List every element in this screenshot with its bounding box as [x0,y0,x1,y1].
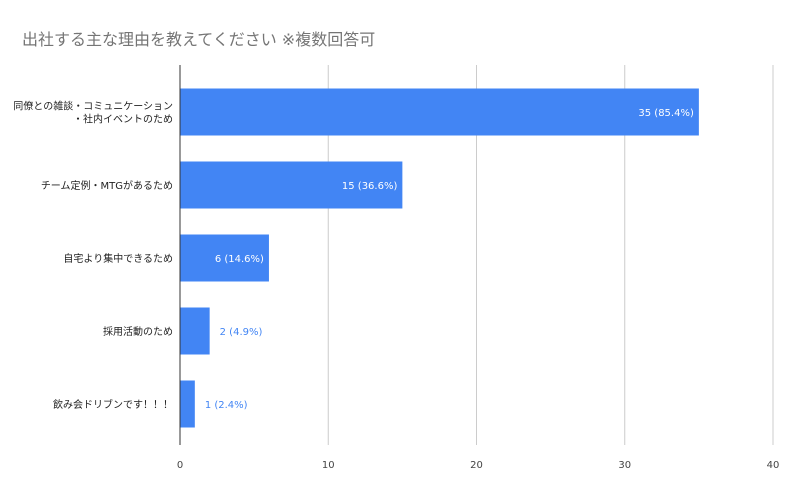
bar-4 [180,380,195,428]
x-tick-label-0: 0 [177,460,183,471]
data-label-3: 2 (4.9%) [220,327,263,338]
category-label-2: 自宅より集中できるため [63,252,173,265]
data-label-4: 1 (2.4%) [205,400,248,411]
bars [180,88,699,428]
data-label-1: 15 (36.6%) [342,181,398,192]
data-label-2: 6 (14.6%) [215,254,264,265]
data-label-0: 35 (85.4%) [638,108,694,119]
bar-3 [180,307,210,355]
chart-title: 出社する主な理由を教えてください ※複数回答可 [22,30,376,49]
x-tick-label-4: 40 [767,460,780,471]
bar-1 [180,161,403,209]
category-label-0-0: 同僚との雑談・コミュニケーション [13,100,173,113]
bar-0 [180,88,699,136]
bar-2 [180,234,269,282]
x-tick-label-3: 30 [618,460,631,471]
x-tick-label-2: 20 [470,460,483,471]
category-label-3: 採用活動のため [103,325,173,338]
category-label-1: チーム定例・MTGがあるため [41,179,173,192]
labels: 0 10 20 30 40 同僚との雑談・コミュニケーション・社内イベントのため 35 (8… [13,100,779,472]
x-tick-label-1: 10 [322,460,335,471]
category-label-0-1: ・社内イベントのため [73,113,173,126]
category-label-4: 飲み会ドリブンです！！！ [53,398,173,411]
